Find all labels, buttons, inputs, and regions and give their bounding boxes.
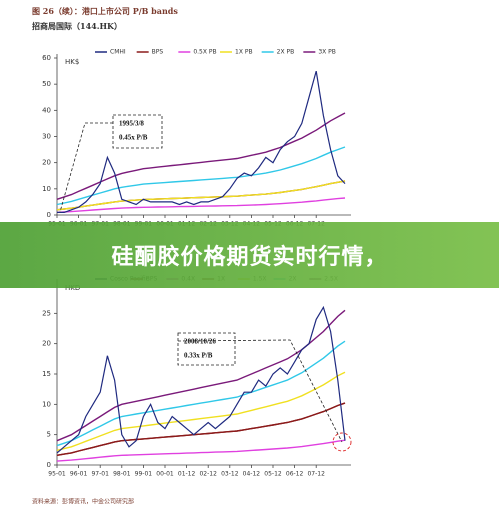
- x-tick-label: 06-12: [286, 471, 304, 478]
- series-line: [56, 112, 346, 200]
- x-tick-label: 00-01: [156, 471, 174, 478]
- y-tick-label: 15: [42, 370, 51, 378]
- series-line: [56, 197, 346, 214]
- y-tick-label: 50: [42, 80, 51, 88]
- x-tick-label: 05-12: [264, 471, 282, 478]
- chart-title: 招商局国际（144.HK）: [32, 21, 122, 31]
- banner: 硅酮胶价格期货实时行情，: [0, 222, 499, 288]
- y-tick-label: 10: [42, 185, 51, 193]
- legend-label: 1X PB: [235, 49, 253, 56]
- y-tick-label: 30: [42, 133, 51, 141]
- x-tick-label: 03-12: [221, 471, 239, 478]
- series-line: [56, 371, 346, 452]
- y-tick-label: 20: [42, 159, 51, 167]
- annotation-circle: [332, 432, 352, 452]
- y-tick-label: 10: [42, 400, 51, 408]
- series-line: [56, 146, 346, 206]
- series-line: [56, 309, 346, 442]
- series-line: [56, 402, 346, 456]
- annotation-leader: [177, 339, 343, 443]
- y-tick-label: 0: [47, 211, 51, 219]
- annotation-text: 0.33x P/B: [184, 352, 213, 360]
- series-line: [56, 340, 346, 447]
- x-tick-label: 97-01: [91, 471, 109, 478]
- y-tick-label: 0: [47, 461, 51, 469]
- x-tick-label: 01-12: [178, 471, 196, 478]
- legend-label: 2X PB: [277, 49, 295, 56]
- x-tick-label: 96-01: [70, 471, 88, 478]
- annotation-text: 2008/10/26: [184, 338, 216, 346]
- x-tick-label: 04-12: [243, 471, 261, 478]
- y-tick-label: 40: [42, 106, 51, 114]
- series-line: [56, 439, 346, 462]
- series-line: [56, 305, 346, 454]
- annotation-box: [112, 114, 163, 149]
- x-tick-label: 95-01: [48, 471, 66, 478]
- legend-label: 3X PB: [318, 49, 336, 56]
- x-tick-label: 02-12: [199, 471, 217, 478]
- x-tick-label: 98-01: [113, 471, 131, 478]
- y-unit: HK$: [65, 58, 79, 66]
- y-tick-label: 5: [47, 431, 51, 439]
- series-line: [56, 180, 346, 211]
- y-tick-label: 60: [42, 54, 51, 62]
- annotation-text: 1995/3/8: [119, 120, 144, 128]
- figure-title: 图 26（续）：港口上市公司 P/B bands: [32, 6, 178, 16]
- banner-text: 硅酮胶价格期货实时行情，: [111, 245, 388, 270]
- y-tick-label: 25: [42, 309, 51, 317]
- series-line: [57, 70, 346, 213]
- x-tick-label: 99-01: [135, 471, 153, 478]
- y-tick-label: 20: [42, 340, 51, 348]
- legend-label: CMHI: [110, 49, 126, 56]
- legend-label: BPS: [152, 49, 164, 56]
- annotation-leader: [59, 122, 113, 213]
- y-unit: HKD: [65, 284, 80, 292]
- annotation-box: [177, 332, 236, 366]
- x-tick-label: 07-12: [307, 471, 325, 478]
- annotation-text: 0.45x P/B: [119, 134, 148, 142]
- series-line: [56, 180, 346, 211]
- legend-label: 0.5X PB: [193, 49, 216, 56]
- source: 资料来源：彭博资讯，中金公司研究部: [32, 498, 134, 506]
